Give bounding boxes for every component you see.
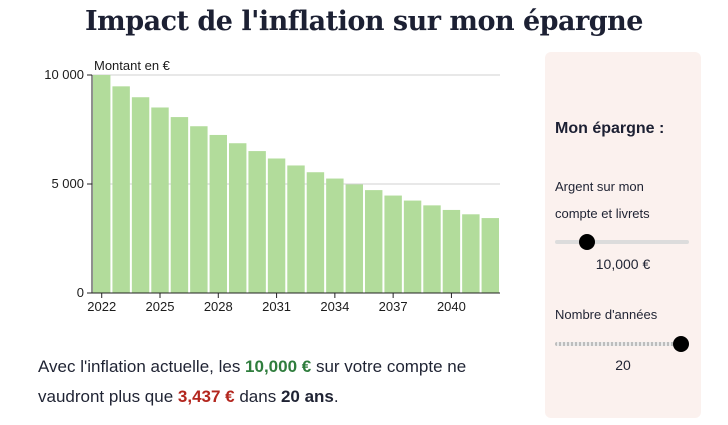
savings-slider[interactable] xyxy=(555,233,689,251)
bar-2033 xyxy=(306,172,325,293)
summary-text-1: Avec l'inflation actuelle, les xyxy=(38,357,246,376)
savings-slider-track xyxy=(555,240,689,244)
summary-text-2: sur votre compte ne vaudront plus que xyxy=(38,357,467,406)
x-tick-label: 2025 xyxy=(146,299,175,314)
bar-2031 xyxy=(267,158,286,293)
bar-2024 xyxy=(131,97,150,294)
bar-2022 xyxy=(93,75,111,293)
bar-2041 xyxy=(462,214,480,293)
bar-2039 xyxy=(423,205,441,293)
y-tick-label: 5 000 xyxy=(51,176,84,191)
savings-value: 10,000 € xyxy=(595,256,651,272)
x-tick-label: 2028 xyxy=(204,299,233,314)
panel-title: Mon épargne : xyxy=(555,120,665,137)
bar-2025 xyxy=(151,107,169,294)
y-tick-label: 10 000 xyxy=(44,67,84,82)
summary-text-3: dans xyxy=(234,387,281,406)
bar-2029 xyxy=(229,143,247,293)
years-value: 20 xyxy=(615,357,631,373)
years-count: 20 ans xyxy=(280,387,334,406)
bar-2027 xyxy=(190,126,208,293)
inflation-summary: Avec l'inflation actuelle, les 10,000 € … xyxy=(38,352,508,412)
savings-slider-thumb[interactable] xyxy=(578,234,595,250)
initial-amount: 10,000 € xyxy=(245,357,312,376)
final-amount: 3,437 € xyxy=(177,387,235,406)
bar-2042 xyxy=(481,218,499,293)
savings-bar-chart: 0 5 000 10 000 2022 2025 2028 2031 2034 2037 2040… xyxy=(44,58,500,314)
years-slider-track xyxy=(555,342,689,346)
x-tick-label: 2037 xyxy=(379,299,408,314)
bar-2037 xyxy=(384,195,402,293)
bar-2032 xyxy=(287,165,305,293)
bar-2026 xyxy=(170,117,189,293)
bar-2023 xyxy=(112,86,130,293)
bar-2028 xyxy=(209,134,227,293)
x-tick-label: 2040 xyxy=(437,299,466,314)
x-tick-label: 2034 xyxy=(320,299,349,314)
bar-2038 xyxy=(403,200,422,293)
summary-text-4: . xyxy=(333,387,339,406)
y-tick-label: 0 xyxy=(77,285,84,300)
bar-2030 xyxy=(248,151,266,293)
bar-2040 xyxy=(442,209,461,293)
savings-label: Argent sur mon compte et livrets xyxy=(555,179,650,221)
bar-2034 xyxy=(326,178,344,293)
bar-2035 xyxy=(345,184,363,293)
bar-2036 xyxy=(365,190,383,293)
savings-panel: Mon épargne : Argent sur mon compte et l… xyxy=(545,52,701,418)
x-tick-label: 2022 xyxy=(87,299,116,314)
page-title: Impact de l'inflation sur mon épargne xyxy=(85,6,643,37)
years-slider-thumb[interactable] xyxy=(673,336,689,352)
years-label: Nombre d'années xyxy=(555,307,658,322)
x-tick-label: 2031 xyxy=(262,299,291,314)
years-slider[interactable] xyxy=(555,335,689,353)
y-axis-label: Montant en € xyxy=(94,58,171,73)
